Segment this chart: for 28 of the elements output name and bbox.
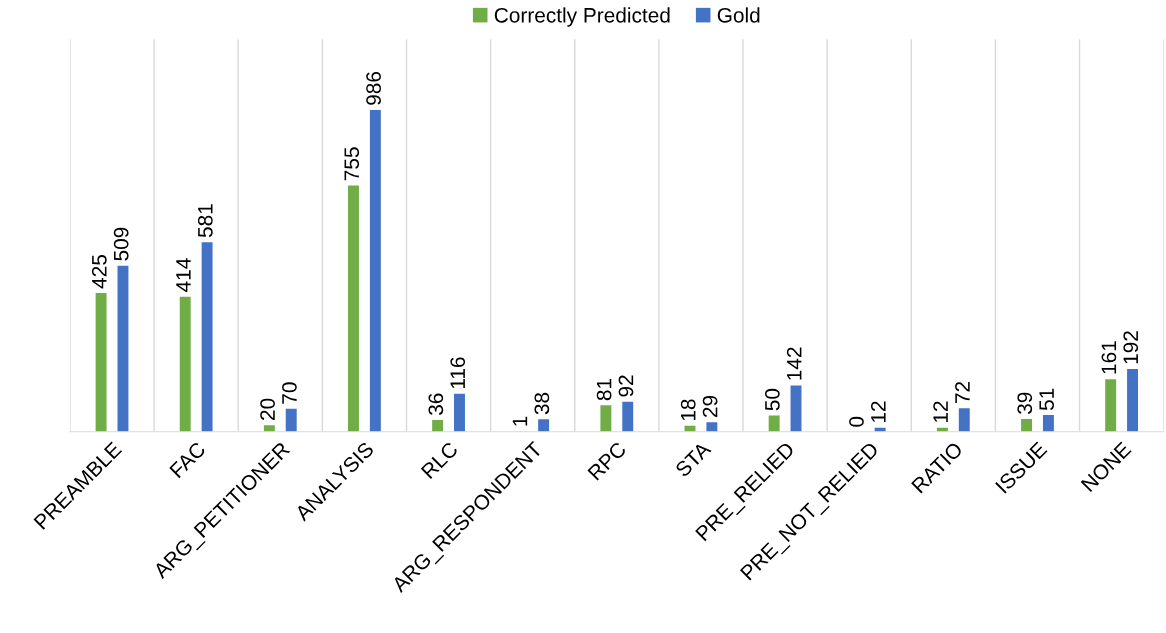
data-label: 116 bbox=[450, 357, 466, 389]
data-label: 142 bbox=[786, 347, 802, 380]
legend-label: Correctly Predicted bbox=[494, 7, 670, 27]
data-label: 414 bbox=[176, 258, 191, 292]
data-label: 72 bbox=[955, 381, 970, 403]
data-label: 1 bbox=[512, 416, 528, 426]
data-label: 81 bbox=[596, 378, 612, 401]
data-label: 50 bbox=[764, 388, 780, 411]
data-label: 0 bbox=[849, 416, 864, 427]
data-label: 38 bbox=[534, 392, 550, 415]
data-label: 20 bbox=[260, 398, 275, 420]
data-label: 161 bbox=[1101, 341, 1117, 374]
data-label: 12 bbox=[870, 401, 886, 423]
data-label: 581 bbox=[197, 204, 213, 238]
data-label: 755 bbox=[344, 147, 360, 181]
data-label: 51 bbox=[1039, 388, 1054, 411]
legend-label: Gold bbox=[717, 7, 760, 23]
data-label: 29 bbox=[702, 395, 718, 418]
data-label: 70 bbox=[282, 382, 297, 404]
data-label: 39 bbox=[1017, 392, 1033, 415]
data-label: 36 bbox=[428, 393, 444, 415]
data-label: 12 bbox=[933, 401, 948, 423]
data-label: 425 bbox=[91, 254, 107, 289]
data-label: 509 bbox=[113, 227, 129, 261]
data-label: 92 bbox=[618, 375, 634, 397]
data-label: 18 bbox=[680, 399, 696, 421]
data-label: 192 bbox=[1123, 331, 1139, 364]
data-label: 986 bbox=[366, 72, 381, 105]
